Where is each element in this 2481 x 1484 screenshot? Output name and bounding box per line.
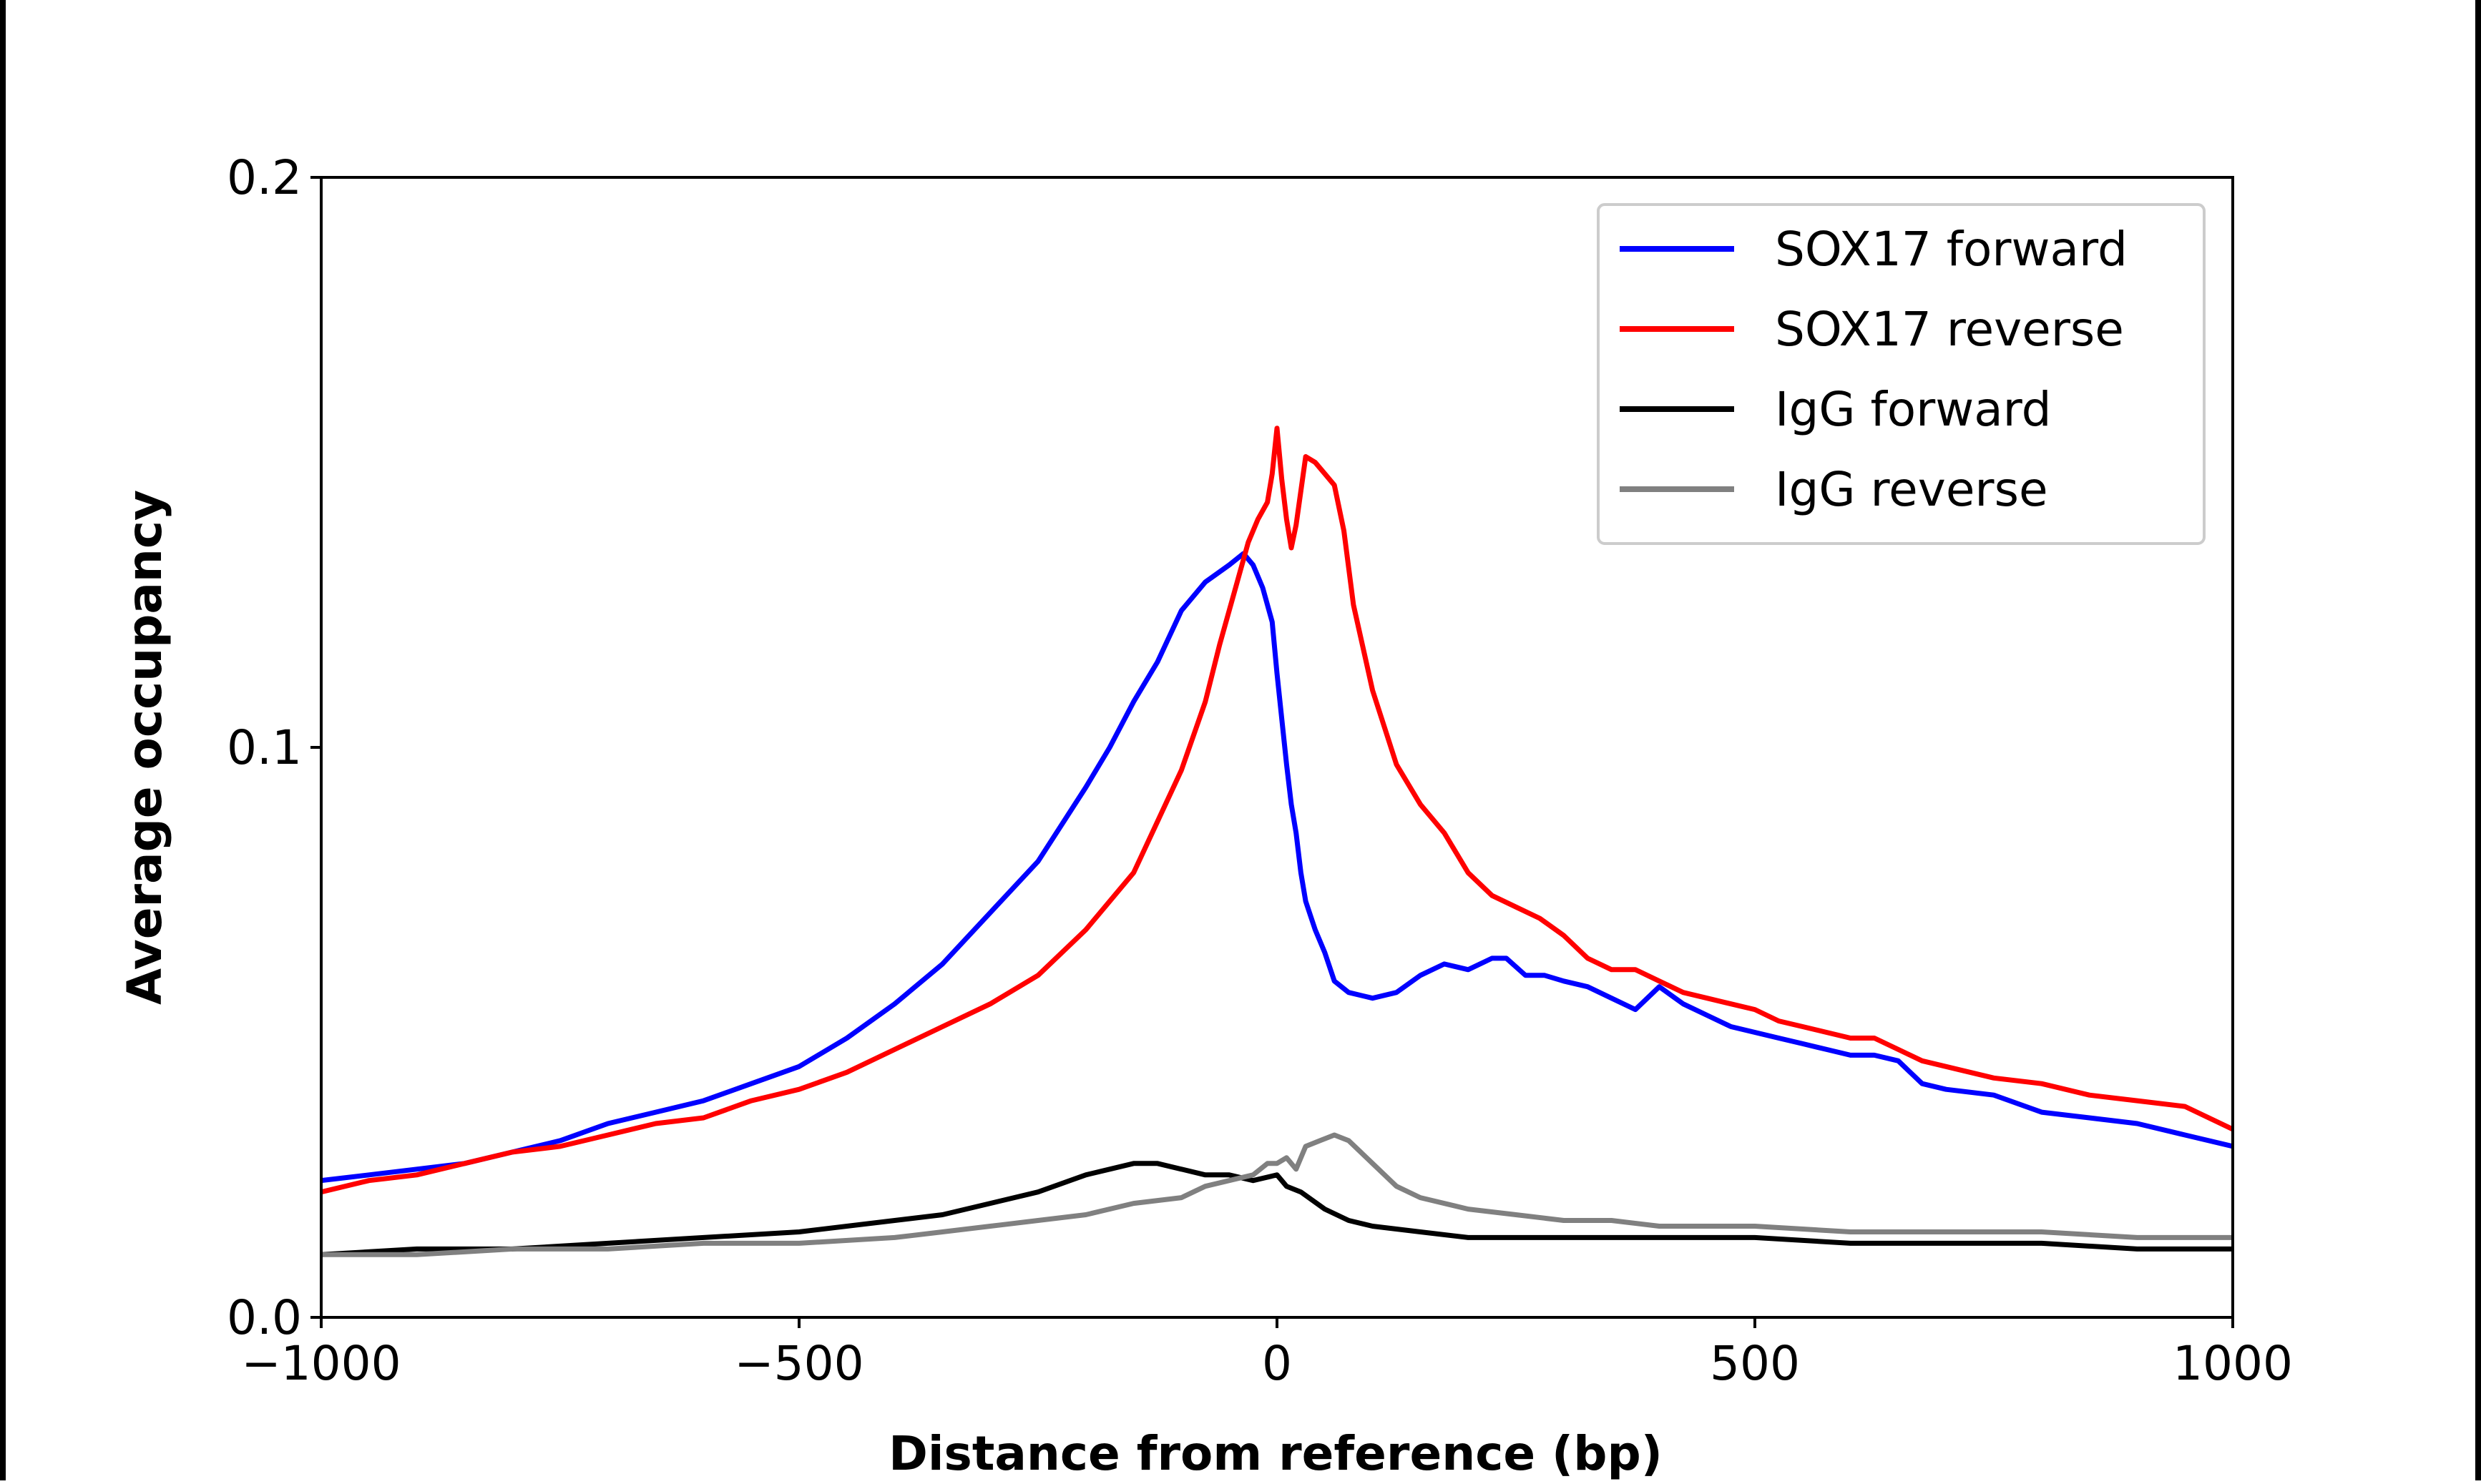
y-tick-label: 0.1 (227, 720, 302, 775)
x-tick-label: 0 (1262, 1336, 1292, 1391)
x-tick-label: −500 (734, 1336, 863, 1391)
y-axis-label: Average occupancy (117, 490, 172, 1005)
x-tick-label: −1000 (241, 1336, 401, 1391)
series-line-2 (321, 426, 2233, 1195)
legend-label: SOX17 reverse (1775, 302, 2124, 357)
x-axis-label: Distance from reference (bp) (889, 1426, 1663, 1480)
x-tick-label: 500 (1710, 1336, 1800, 1391)
series-line-4 (321, 1132, 2233, 1257)
series-line-3 (321, 1161, 2233, 1257)
y-tick-label: 0.2 (227, 150, 302, 205)
legend-label: IgG forward (1775, 382, 2052, 437)
line-chart: −1000 −500 0 500 1000 0.0 0.1 0.2 Distance fro… (117, 150, 2293, 1481)
series-line-1 (321, 551, 2233, 1184)
y-axis-ticks: 0.0 0.1 0.2 (227, 150, 321, 1345)
legend-label: SOX17 forward (1775, 222, 2128, 277)
x-axis-ticks: −1000 −500 0 500 1000 (241, 1317, 2293, 1391)
x-tick-label: 1000 (2173, 1336, 2293, 1391)
legend-label: IgG reverse (1775, 462, 2048, 517)
legend-box (1597, 203, 2206, 545)
y-tick-label: 0.0 (227, 1290, 302, 1345)
legend: SOX17 forward SOX17 reverse IgG forward IgG… (1597, 203, 2206, 545)
